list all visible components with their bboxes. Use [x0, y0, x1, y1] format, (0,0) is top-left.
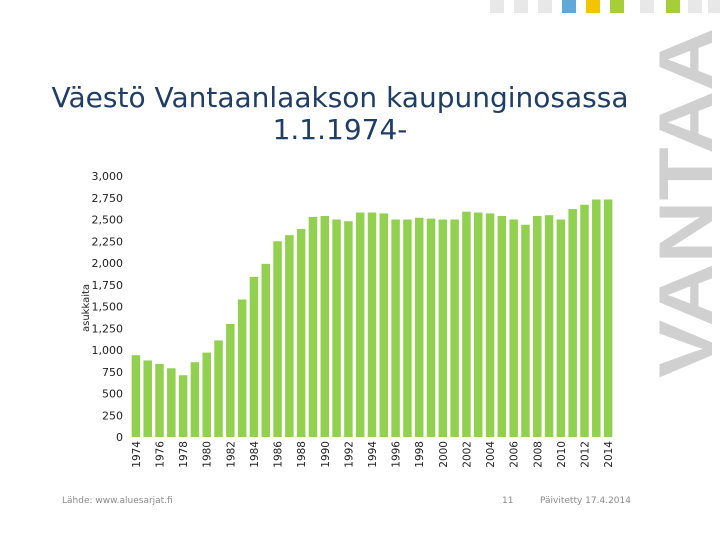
vantaa-brand-logo: VANTAA — [654, 22, 718, 382]
y-tick-label: 0 — [116, 431, 123, 444]
x-tick-label: 1986 — [273, 441, 285, 468]
logo-square — [688, 0, 702, 13]
bar — [379, 213, 389, 437]
title-line-1: Väestö Vantaanlaakson kaupunginosassa — [51, 81, 629, 114]
bar — [261, 263, 271, 437]
bar — [344, 221, 353, 437]
y-tick-label: 250 — [102, 409, 123, 422]
bar — [178, 375, 188, 437]
bar — [214, 340, 223, 437]
x-tick-label: 1992 — [343, 441, 355, 468]
x-tick-label: 1984 — [249, 441, 261, 468]
bar — [332, 219, 341, 437]
title-line-2: 1.1.1974- — [272, 113, 408, 146]
x-tick-label: 1994 — [367, 441, 379, 468]
logo-square — [586, 0, 600, 13]
x-tick-label: 1976 — [155, 441, 167, 468]
page-number: 11 — [502, 496, 514, 506]
bar — [533, 216, 542, 437]
y-tick-label: 2,000 — [92, 257, 124, 270]
bar — [226, 323, 235, 437]
x-tick-label: 2012 — [579, 441, 591, 468]
bar — [521, 224, 530, 437]
y-tick-label: 500 — [102, 388, 123, 401]
updated-date: Päivitetty 17.4.2014 — [540, 496, 631, 506]
y-tick-label: 3,000 — [92, 170, 124, 183]
x-tick-label: 2010 — [556, 441, 568, 468]
bar — [391, 219, 400, 437]
bar — [367, 212, 377, 437]
bar — [190, 362, 200, 437]
x-tick-label: 2014 — [603, 441, 615, 468]
x-tick-label: 2000 — [438, 441, 450, 468]
bar — [556, 219, 566, 437]
slide-title: Väestö Vantaanlaakson kaupunginosassa 1.… — [40, 82, 640, 146]
bar — [202, 352, 211, 437]
bar — [426, 218, 436, 437]
logo-squares — [490, 0, 720, 16]
bar — [438, 219, 448, 437]
logo-square — [640, 0, 654, 13]
bar — [167, 368, 176, 437]
x-tick-label: 1980 — [202, 441, 214, 468]
x-tick-label: 2008 — [532, 441, 544, 468]
logo-square — [538, 0, 552, 13]
bar — [485, 213, 495, 437]
bar — [273, 241, 282, 437]
logo-square — [562, 0, 576, 13]
y-tick-label: 750 — [102, 366, 123, 379]
logo-square — [708, 0, 720, 13]
bar — [403, 219, 412, 437]
bar — [320, 216, 330, 437]
source-text: Lähde: www.aluesarjat.fi — [62, 496, 173, 506]
logo-square — [666, 0, 680, 13]
bar — [296, 229, 306, 437]
bar — [131, 355, 141, 437]
bar — [155, 363, 164, 437]
logo-square — [514, 0, 528, 13]
bar — [237, 299, 247, 437]
bar — [143, 360, 152, 437]
logo-square — [610, 0, 624, 13]
y-tick-label: 2,500 — [92, 214, 124, 227]
bar — [603, 199, 613, 437]
bar — [308, 216, 318, 437]
x-tick-label: 1990 — [320, 441, 332, 468]
x-tick-label: 2004 — [485, 441, 497, 468]
y-tick-label: 2,750 — [92, 192, 124, 205]
y-tick-label: 2,250 — [92, 235, 124, 248]
x-tick-label: 2002 — [461, 441, 473, 468]
logo-square — [490, 0, 504, 13]
brand-text: VANTAA — [654, 28, 718, 378]
bar — [544, 215, 554, 437]
y-tick-label: 1,250 — [92, 322, 124, 335]
bar — [509, 219, 518, 437]
x-tick-label: 1982 — [225, 441, 237, 468]
bar — [568, 209, 577, 437]
x-tick-label: 1974 — [131, 441, 143, 468]
bar — [592, 199, 601, 437]
bar — [450, 219, 459, 437]
y-tick-label: 1,000 — [92, 344, 124, 357]
bar — [249, 276, 259, 437]
bar — [414, 217, 424, 437]
x-tick-label: 2006 — [509, 441, 521, 468]
bar — [462, 211, 471, 437]
y-axis-title: asukkaita — [81, 284, 92, 332]
x-tick-label: 1998 — [414, 441, 426, 468]
bar — [473, 212, 483, 437]
x-tick-label: 1988 — [296, 441, 308, 468]
bar — [497, 216, 507, 437]
bar — [285, 235, 294, 437]
bar — [580, 204, 589, 437]
bar — [355, 212, 365, 437]
y-tick-label: 1,750 — [92, 279, 124, 292]
x-tick-label: 1996 — [391, 441, 403, 468]
x-tick-label: 1978 — [178, 441, 190, 468]
y-tick-label: 1,500 — [92, 301, 124, 314]
